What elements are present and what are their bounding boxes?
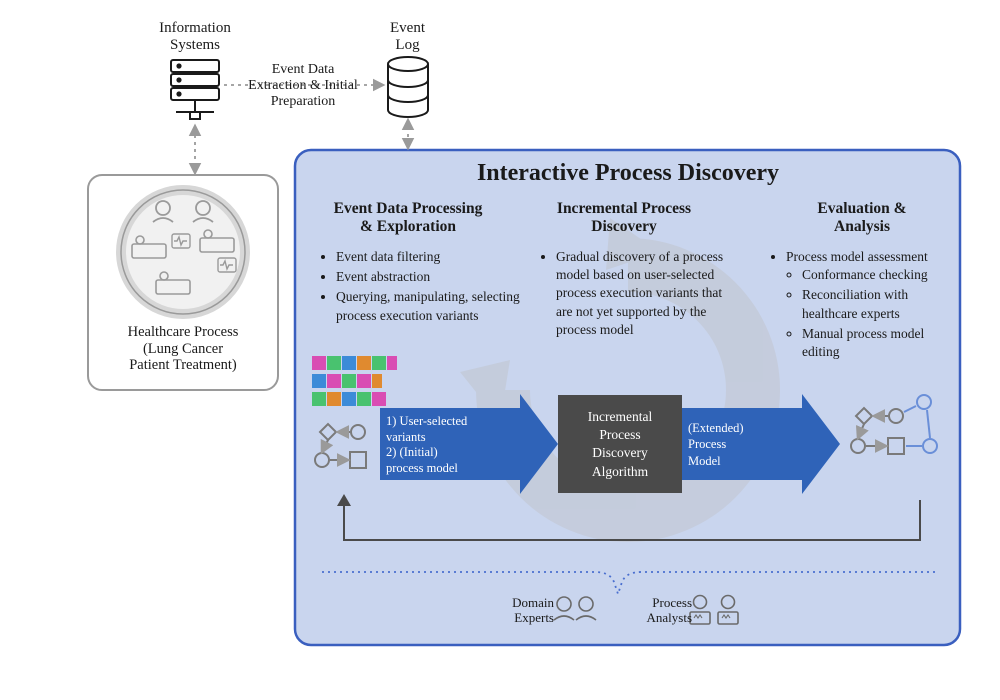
healthcare-label: Healthcare Process(Lung CancerPatient Tr… [95,324,271,374]
col1-heading: Event Data Processing& Exploration [308,200,508,236]
extraction-label: Event DataExtraction & InitialPreparatio… [226,62,380,110]
arrow1-text: 1) User-selected variants 2) (Initial) p… [386,414,526,477]
event-log-label: EventLog [370,20,445,55]
col2-bullets: Gradual discovery of a process model bas… [540,248,740,341]
domain-experts-label: DomainExperts [480,596,554,626]
main-panel-title: Interactive Process Discovery [330,160,926,188]
col3-bullets: Process model assessmentConformance chec… [770,248,955,363]
event-log-icon [388,57,428,117]
process-analysts-label: ProcessAnalysts [622,596,692,626]
incremental-box-text: Incremental Process Discovery Algorithm [558,408,682,481]
col3-heading: Evaluation &Analysis [782,200,942,236]
diagram-root: { "type": "flowchart", "canvas": { "widt… [0,0,1000,700]
healthcare-illustration [121,190,245,314]
arrow2-text: (Extended) Process Model [688,420,804,469]
info-systems-label: InformationSystems [140,20,250,55]
col2-heading: Incremental ProcessDiscovery [534,200,714,236]
info-systems-icon [171,60,219,119]
col1-bullets: Event data filteringEvent abstractionQue… [320,248,520,327]
